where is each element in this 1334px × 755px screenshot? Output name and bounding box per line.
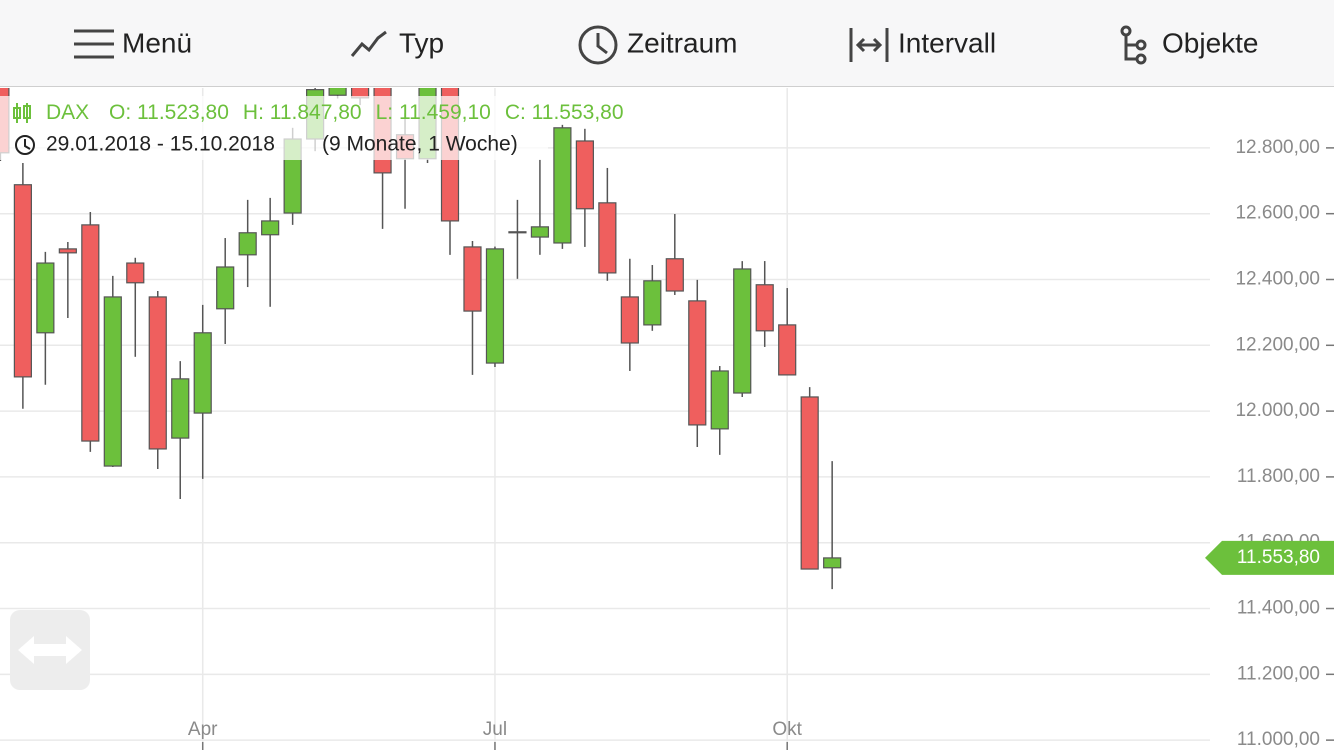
y-tick-label: 12.000,00 <box>1235 400 1320 421</box>
y-tick-label: 12.800,00 <box>1235 137 1320 158</box>
toolbar <box>0 0 1334 86</box>
interval-button[interactable]: Intervall <box>849 27 996 62</box>
candle-body <box>643 280 662 326</box>
candle-icon <box>13 103 31 123</box>
candle-body <box>81 224 100 442</box>
ohlc-value: O: 11.523,80 <box>109 101 229 124</box>
candle-body <box>688 300 707 426</box>
menu-button[interactable]: Menü <box>74 27 192 59</box>
candle-body <box>13 184 32 378</box>
candle-body <box>126 262 145 284</box>
candle-body <box>575 140 594 210</box>
candle-body <box>36 262 55 334</box>
pan-button[interactable] <box>10 610 90 690</box>
candle-body <box>328 88 347 96</box>
menu-label: Menü <box>122 27 192 58</box>
candle-body <box>193 332 212 414</box>
candle-body <box>710 370 729 430</box>
candle-body <box>620 296 639 344</box>
period-label: Zeitraum <box>627 27 737 58</box>
ohlc-info: DAX O: 11.523,80 H: 11.847,80 L: 11.459,10… <box>46 101 624 124</box>
candle-body <box>733 268 752 394</box>
candle-body <box>238 232 257 256</box>
interval-label: Intervall <box>898 27 996 58</box>
candle-body <box>755 284 774 332</box>
plot <box>0 88 842 590</box>
candle-body <box>800 396 819 570</box>
y-tick-label: 11.800,00 <box>1237 466 1320 487</box>
y-tick-label: 12.400,00 <box>1235 269 1320 290</box>
x-tick-label: Okt <box>772 719 802 740</box>
candle-body <box>463 246 482 312</box>
candle-body <box>823 557 842 569</box>
range-note: (9 Monate, 1 Woche) <box>322 133 518 156</box>
candle-body <box>216 266 235 310</box>
y-tick-label: 12.600,00 <box>1235 203 1320 224</box>
objects-button[interactable]: Objekte <box>1120 25 1259 65</box>
ohlc-value: C: 11.553,80 <box>505 101 624 124</box>
candle-body <box>171 378 190 439</box>
y-tick-label: 11.200,00 <box>1237 663 1320 684</box>
x-tick-label: Apr <box>188 719 218 740</box>
last-price-label: 11.553,80 <box>1237 547 1320 568</box>
x-tick-label: Jul <box>483 719 507 740</box>
last-price-tag <box>1205 540 1334 575</box>
objects-label: Objekte <box>1162 27 1259 58</box>
y-tick-label: 11.000,00 <box>1237 729 1320 750</box>
y-tick-label: 11.400,00 <box>1237 598 1320 619</box>
candle-body <box>778 324 797 376</box>
type-label: Typ <box>399 27 444 58</box>
candle-body <box>508 231 527 234</box>
candle-body <box>665 258 684 292</box>
candle-body <box>103 296 122 467</box>
candle-body <box>261 220 280 236</box>
candle-body <box>598 202 617 274</box>
clock-hand <box>24 139 31 150</box>
candle-body <box>148 296 167 450</box>
period-button[interactable]: Zeitraum <box>578 25 737 65</box>
candle-body <box>58 248 77 254</box>
axis: 11.000,0011.200,0011.400,0011.600,0011.8… <box>188 137 1334 750</box>
y-tick-label: 12.200,00 <box>1235 334 1320 355</box>
info-backdrop <box>0 96 548 160</box>
candle-body <box>553 127 572 244</box>
type-button[interactable]: Typ <box>350 27 444 58</box>
ohlc-value: H: 11.847,80 <box>243 101 362 124</box>
symbol: DAX <box>46 101 89 124</box>
ohlc-value: L: 11.459,10 <box>376 101 491 124</box>
clock-icon <box>15 135 35 155</box>
candle-body <box>530 226 550 238</box>
candle-body <box>485 248 505 364</box>
date-range: 29.01.2018 - 15.10.2018 <box>46 133 275 156</box>
